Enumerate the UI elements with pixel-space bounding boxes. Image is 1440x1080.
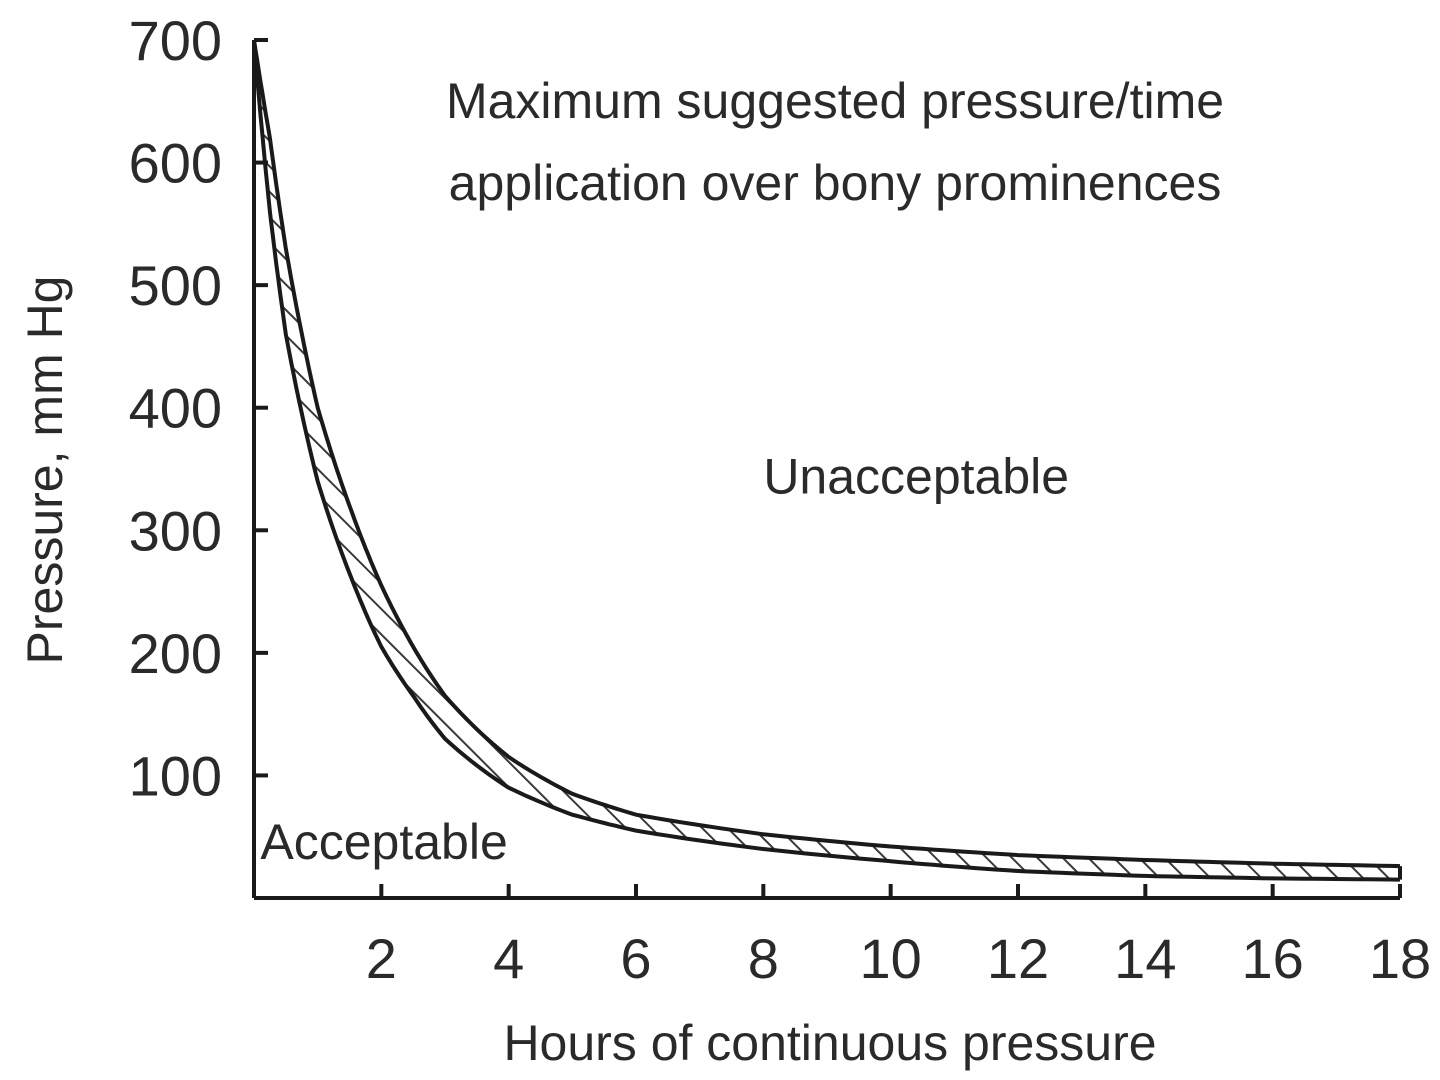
annotations: Unacceptable Acceptable [260,449,1069,870]
chart-title-line-2: application over bony prominences [449,155,1222,211]
y-tick-label: 100 [129,744,222,807]
x-tick-label: 16 [1242,927,1304,990]
y-tick-label: 700 [129,9,222,72]
x-axis-title: Hours of continuous pressure [503,1015,1156,1071]
region-label: Acceptable [260,814,507,870]
x-tick-label: 8 [748,927,779,990]
chart-title: Maximum suggested pressure/time applicat… [446,73,1224,211]
y-tick-label: 500 [129,254,222,317]
x-tick-label: 6 [620,927,651,990]
y-tick-label: 400 [129,377,222,440]
y-axis-title: Pressure, mm Hg [17,276,73,665]
x-tick-label: 2 [366,927,397,990]
y-tick-label: 300 [129,499,222,562]
x-tick-label: 14 [1114,927,1176,990]
x-tick-label: 12 [987,927,1049,990]
x-tick-label: 4 [493,927,524,990]
y-tick-label: 200 [129,622,222,685]
upper-limit-curve [252,39,1401,869]
region-label: Unacceptable [763,449,1069,505]
ticks: 2 4 6 8 10 12 14 16 18 100 200 300 400 500 600 700 [129,9,1432,990]
y-tick-label: 600 [129,132,222,195]
axes [252,40,1400,900]
chart-title-line-1: Maximum suggested pressure/time [446,73,1224,129]
band-layer [252,39,1402,882]
x-tick-label: 18 [1369,927,1431,990]
x-tick-label: 10 [860,927,922,990]
lower-limit-curve [252,39,1401,882]
